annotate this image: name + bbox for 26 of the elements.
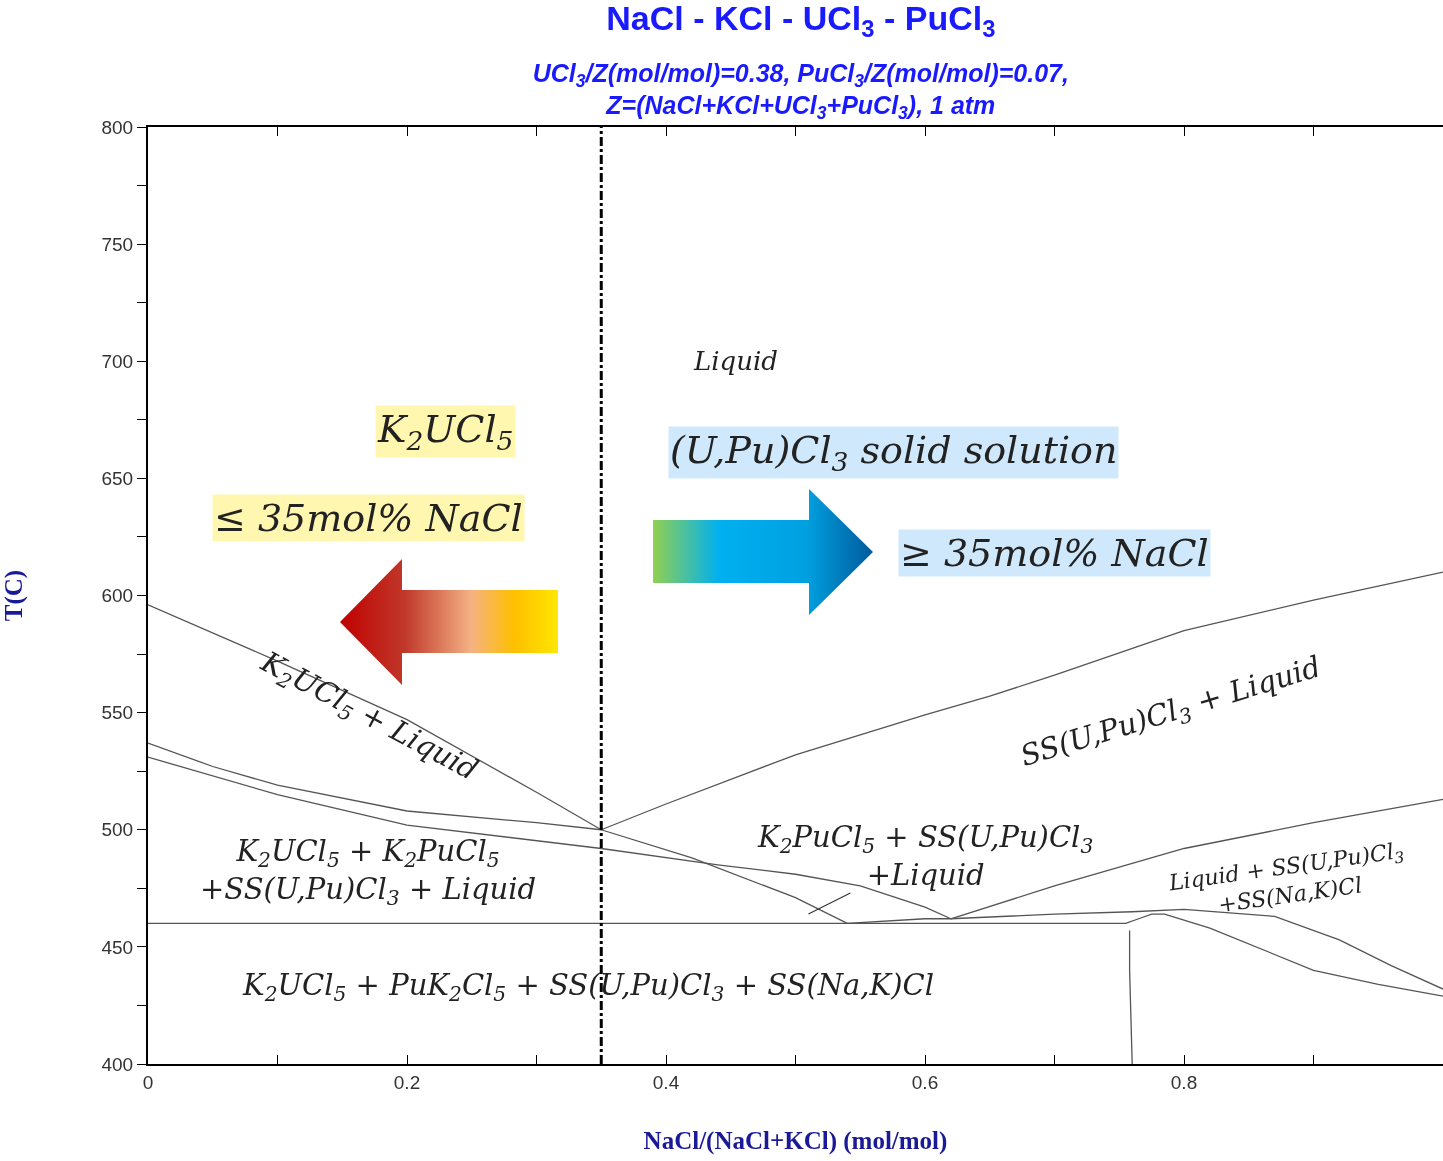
x-axis-title: NaCl/(NaCl+KCl) (mol/mol): [643, 1127, 948, 1156]
annotation: ≥ 35mol% NaCl: [900, 531, 1209, 575]
y-tick-label: 700: [101, 350, 134, 372]
text: UCl$_{3}$/Z(mol/mol)=0.38, PuCl$_{3}$/Z(mol/mol)=0.07, Z=(NaCl+KCl+UCl$_{3}$+PuCl$_{3}$), 1 atm: [532, 58, 1069, 124]
x-tick-label: 0.8: [1170, 1071, 1198, 1093]
y-tick-label: 500: [101, 819, 134, 841]
chart-title: NaCl - KCl - UCl$_{3}$ - PuCl$_{3}$: [606, 0, 996, 42]
text: K$_{2}$UCl$_{5}$ + K$_{2}$PuCl$_{5}$ +SS(U,Pu)Cl$_{3}$ + Liquid: [200, 834, 537, 910]
x-tick-label: 0.4: [652, 1071, 680, 1093]
annotation: Liquid: [693, 346, 778, 376]
y-tick-label: 450: [101, 936, 134, 958]
annotation: (U,Pu)Cl$_{3}$ solid solution: [670, 428, 1118, 477]
x-tick-label: 0.6: [911, 1071, 939, 1093]
annotation: ≤ 35mol% NaCl: [214, 496, 523, 540]
text: K$_{2}$UCl$_{5}$ + PuK$_{2}$Cl$_{5}$ + SS(U,Pu)Cl$_{3}$ + SS(Na,K)Cl: [243, 968, 935, 1007]
y-tick-label: 800: [101, 116, 134, 138]
y-tick-label: 550: [101, 702, 134, 724]
text: K$_{2}$PuCl$_{5}$ + SS(U,Pu)Cl$_{3}$ +Liquid: [758, 820, 1094, 892]
y-axis-title: T(C): [0, 569, 28, 622]
y-tick-label: 400: [101, 1053, 134, 1075]
x-tick-label: 0: [142, 1071, 154, 1093]
y-tick-label: 750: [101, 233, 134, 255]
y-tick-label: 600: [101, 585, 134, 607]
y-tick-label: 650: [101, 468, 134, 490]
annotation: K$_{2}$UCl$_{5}$: [377, 407, 514, 456]
x-tick-label: 0.2: [393, 1071, 421, 1093]
